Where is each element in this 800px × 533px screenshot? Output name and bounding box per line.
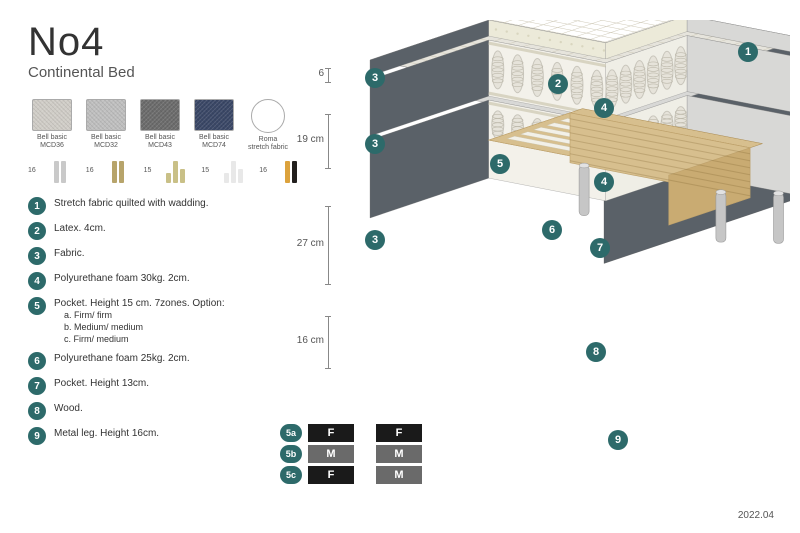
legend-badge: 2 <box>28 222 46 240</box>
callout-badge: 2 <box>548 74 568 94</box>
measure-label: 16 cm <box>284 335 324 346</box>
legend-text: Metal leg. Height 16cm. <box>54 427 159 440</box>
legend-badge: 1 <box>28 197 46 215</box>
measure-label: 6 <box>284 68 324 79</box>
firmness-cell: F <box>308 466 354 484</box>
fabric-swatch: Bell basicMCD74 <box>190 99 238 151</box>
legend-badge: 8 <box>28 402 46 420</box>
callout-badge: 4 <box>594 172 614 192</box>
leg-swatch: 15 <box>201 157 253 183</box>
callout-badge: 5 <box>490 154 510 174</box>
measure-line <box>328 316 329 368</box>
measure-label: 19 cm <box>284 134 324 145</box>
leg-swatch: 16 <box>86 157 138 183</box>
legend-text: Polyurethane foam 30kg. 2cm. <box>54 272 190 285</box>
callout-badge: 1 <box>738 42 758 62</box>
leg-swatch: 16 <box>28 157 80 183</box>
fabric-swatch: Bell basicMCD32 <box>82 99 130 151</box>
callout-badge: 8 <box>586 342 606 362</box>
callout-badge: 3 <box>365 68 385 88</box>
firmness-cell: M <box>376 466 422 484</box>
firmness-row: 5cFM <box>280 466 422 484</box>
callout-badge: 6 <box>542 220 562 240</box>
measure-line <box>328 114 329 168</box>
date-stamp: 2022.04 <box>738 510 774 521</box>
bed-cutaway-diagram: 123435436789 619 cm27 cm16 cm <box>290 20 790 450</box>
callout-badge: 3 <box>365 230 385 250</box>
legend-text: Pocket. Height 13cm. <box>54 377 149 390</box>
legend-text: Wood. <box>54 402 83 415</box>
callout-badge: 4 <box>594 98 614 118</box>
legend-text: Polyurethane foam 25kg. 2cm. <box>54 352 190 365</box>
callout-badge: 9 <box>608 430 628 450</box>
legend-text: Latex. 4cm. <box>54 222 106 235</box>
legend-badge: 9 <box>28 427 46 445</box>
legend-text: Pocket. Height 15 cm. 7zones. Option:a. … <box>54 297 225 345</box>
callout-badge: 3 <box>365 134 385 154</box>
callout-badge: 7 <box>590 238 610 258</box>
fabric-swatch: Bell basicMCD36 <box>28 99 76 151</box>
measure-label: 27 cm <box>284 238 324 249</box>
legend-badge: 4 <box>28 272 46 290</box>
legend-badge: 6 <box>28 352 46 370</box>
legend-badge: 7 <box>28 377 46 395</box>
legend-badge: 5 <box>28 297 46 315</box>
measure-line <box>328 206 329 284</box>
measure-line <box>328 68 329 82</box>
fabric-swatch: Bell basicMCD43 <box>136 99 184 151</box>
legend-text: Fabric. <box>54 247 85 260</box>
leg-swatch: 15 <box>144 157 196 183</box>
legend-text: Stretch fabric quilted with wadding. <box>54 197 209 210</box>
legend-badge: 3 <box>28 247 46 265</box>
